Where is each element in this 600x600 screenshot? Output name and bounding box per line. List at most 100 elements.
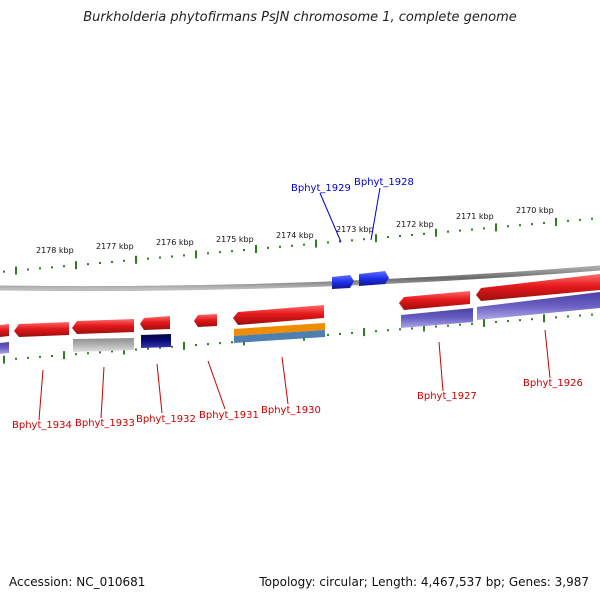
- gene-labels: Bphyt_1929 Bphyt_1928 Bphyt_1934 Bphyt_1…: [12, 177, 583, 431]
- ruler-minor-tick: [183, 254, 185, 257]
- ruler-minor-tick: [363, 238, 365, 241]
- ruler-minor-tick: [3, 270, 5, 273]
- ruler-major-tick: [15, 266, 17, 275]
- ruler-minor-tick: [399, 328, 401, 331]
- ruler-minor-tick: [147, 257, 149, 260]
- ruler-minor-tick: [411, 327, 413, 330]
- ruler-major-tick: [315, 239, 317, 248]
- ruler-minor-tick: [207, 343, 209, 346]
- ruler-minor-tick: [459, 229, 461, 232]
- ruler-minor-tick: [327, 241, 329, 244]
- leader-line: [370, 187, 381, 241]
- gene-arrow[interactable]: [234, 323, 325, 336]
- gene-label-bphyt-1927[interactable]: Bphyt_1927: [417, 391, 477, 402]
- ruler-minor-tick: [15, 357, 17, 360]
- leader-line: [438, 341, 444, 392]
- gene-arrow[interactable]: [401, 308, 473, 328]
- ruler-minor-tick: [423, 232, 425, 235]
- gene-label-bphyt-1932[interactable]: Bphyt_1932: [136, 414, 196, 425]
- gene-arrow[interactable]: [233, 305, 324, 325]
- ruler-minor-tick: [567, 315, 569, 318]
- gene-arrow[interactable]: [332, 275, 354, 289]
- ruler-minor-tick: [591, 313, 593, 316]
- ruler-minor-tick: [39, 355, 41, 358]
- ruler-major-tick: [423, 323, 425, 332]
- gene-label-bphyt-1931[interactable]: Bphyt_1931: [199, 410, 259, 421]
- gene-arrow[interactable]: [234, 330, 325, 343]
- gene-label-bphyt-1933[interactable]: Bphyt_1933: [75, 418, 135, 429]
- scale-label: 2174 kbp: [276, 231, 314, 240]
- ruler-minor-tick: [399, 235, 401, 237]
- ruler-major-tick: [543, 314, 545, 323]
- gene-arrow[interactable]: [0, 342, 9, 354]
- ruler-minor-tick: [87, 352, 89, 355]
- ruler-minor-tick: [447, 230, 449, 233]
- ruler-minor-tick: [459, 323, 461, 326]
- gene-label-bphyt-1929[interactable]: Bphyt_1929: [291, 183, 351, 194]
- ruler-minor-tick: [519, 319, 521, 322]
- ruler-minor-tick: [111, 350, 113, 353]
- ruler-minor-tick: [99, 351, 101, 354]
- ruler-minor-tick: [27, 356, 29, 359]
- ruler-minor-tick: [195, 343, 197, 346]
- ruler-minor-tick: [231, 341, 233, 344]
- leader-line: [207, 360, 226, 410]
- ruler-minor-tick: [159, 256, 161, 259]
- ruler-minor-tick: [579, 218, 581, 221]
- ruler-minor-tick: [327, 333, 329, 336]
- gene-arrow[interactable]: [141, 334, 171, 348]
- ruler-minor-tick: [291, 244, 293, 247]
- ruler-minor-tick: [339, 240, 341, 243]
- ruler-minor-tick: [231, 250, 233, 253]
- forward-genes: [332, 271, 389, 289]
- ruler-minor-tick: [387, 236, 389, 239]
- ruler-minor-tick: [51, 355, 53, 358]
- gene-arrow[interactable]: [194, 314, 217, 327]
- scale-ruler-outer: [3, 217, 593, 275]
- ruler-minor-tick: [99, 262, 101, 264]
- ruler-minor-tick: [171, 255, 173, 258]
- gene-arrow[interactable]: [477, 292, 600, 320]
- ruler-minor-tick: [243, 249, 245, 252]
- gene-arrow[interactable]: [73, 338, 134, 352]
- ruler-minor-tick: [303, 243, 305, 246]
- ruler-minor-tick: [219, 342, 221, 345]
- gene-label-bphyt-1930[interactable]: Bphyt_1930: [261, 405, 321, 416]
- ruler-minor-tick: [159, 346, 161, 349]
- gene-label-bphyt-1926[interactable]: Bphyt_1926: [523, 378, 583, 389]
- ruler-minor-tick: [531, 318, 533, 321]
- gene-arrow[interactable]: [399, 291, 470, 310]
- gene-arrow[interactable]: [0, 324, 9, 337]
- scale-label: 2170 kbp: [516, 206, 554, 215]
- leader-line: [100, 366, 105, 419]
- ruler-minor-tick: [471, 228, 473, 231]
- gene-arrow[interactable]: [359, 271, 389, 286]
- gene-label-bphyt-1934[interactable]: Bphyt_1934: [12, 420, 72, 431]
- ruler-major-tick: [255, 244, 257, 253]
- gene-arrow[interactable]: [72, 319, 134, 334]
- leader-line: [319, 192, 342, 243]
- ruler-minor-tick: [147, 347, 149, 350]
- gene-label-bphyt-1928[interactable]: Bphyt_1928: [354, 177, 414, 188]
- ruler-major-tick: [555, 217, 557, 226]
- scale-label: 2172 kbp: [396, 220, 434, 229]
- ruler-minor-tick: [567, 219, 569, 222]
- ruler-minor-tick: [135, 348, 137, 351]
- ruler-major-tick: [375, 234, 377, 243]
- ruler-minor-tick: [507, 225, 509, 228]
- ruler-major-tick: [135, 255, 137, 264]
- gene-arrow[interactable]: [14, 322, 69, 337]
- ruler-major-tick: [195, 250, 197, 259]
- gene-arrow[interactable]: [140, 316, 170, 330]
- ruler-major-tick: [483, 318, 485, 327]
- genome-stats-text: Topology: circular; Length: 4,467,537 bp…: [259, 575, 589, 589]
- ruler-minor-tick: [51, 266, 53, 269]
- ruler-minor-tick: [447, 324, 449, 327]
- ruler-minor-tick: [411, 233, 413, 236]
- ruler-minor-tick: [495, 320, 497, 323]
- ruler-minor-tick: [87, 263, 89, 266]
- ruler-minor-tick: [351, 332, 353, 335]
- ruler-minor-tick: [507, 320, 509, 323]
- gene-arrow[interactable]: [476, 274, 600, 301]
